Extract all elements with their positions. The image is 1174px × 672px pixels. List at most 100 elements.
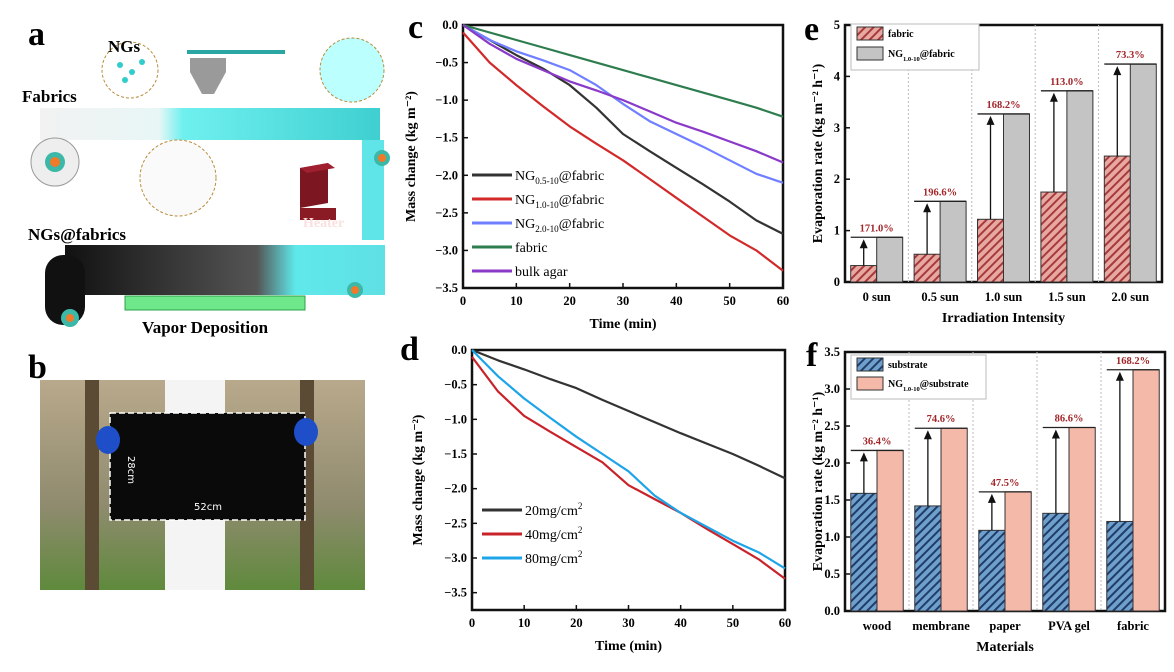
fabrics-label: Fabrics <box>22 87 77 106</box>
width-label: 52cm <box>194 502 222 513</box>
x-category-label: PVA gel <box>1048 619 1090 633</box>
y-tick-label: −2.5 <box>444 516 467 530</box>
arrow-head-icon <box>1113 66 1122 76</box>
arrow-head-icon <box>1115 371 1124 381</box>
panel-a-illustration: a NGs Fabrics Heater NGs@fabrics Vapor D… <box>22 16 390 337</box>
panel-letter-c: c <box>408 9 423 46</box>
x-axis-label: Time (min) <box>595 639 662 654</box>
arrow-head-icon <box>1049 92 1058 102</box>
legend-label: 80mg/cm2 <box>525 549 583 567</box>
series-line-bulk-agar <box>462 24 784 164</box>
increase-percent-label: 113.0% <box>1050 77 1084 88</box>
y-tick-label: 1 <box>834 224 840 238</box>
x-tick-label: 30 <box>617 294 630 308</box>
plot-frame <box>470 348 787 612</box>
bar-NG1-0-10-fabric <box>876 236 904 283</box>
ngs-label: NGs <box>108 37 141 56</box>
legend-swatch <box>856 376 884 391</box>
bar-substrate <box>1106 520 1134 612</box>
legend-swatch <box>856 46 884 61</box>
bar-NG1-0-10-fabric <box>939 200 967 283</box>
x-tick-label: 20 <box>570 616 583 630</box>
x-tick-label: 30 <box>622 616 635 630</box>
bar-NG1-0-10-substrate <box>1068 426 1096 612</box>
chart-panel-c: c 0.0 −0.5 −1.0 −1.5 −2.0 −2.5 −3.0 −3.5 Time (mi… <box>404 9 789 332</box>
series-line-40mg-cm2 <box>471 356 786 580</box>
x-axis-label: Irradiation Intensity <box>942 311 1065 326</box>
y-tick-label: 3.0 <box>824 382 840 396</box>
arrow-head-icon <box>923 430 932 440</box>
legend-label: 40mg/cm2 <box>525 525 583 543</box>
legend-swatch <box>856 26 884 41</box>
arrow-head-icon <box>1051 429 1060 439</box>
x-category-label: 1.5 sun <box>1048 290 1086 304</box>
legend-label: NG0.5-10@fabric <box>515 169 604 186</box>
heater-label: Heater <box>303 216 344 231</box>
legend-label: bulk agar <box>515 265 568 280</box>
x-tick-label: 40 <box>674 616 687 630</box>
x-tick-label: 50 <box>723 294 736 308</box>
series-line-NG0-5-10-fabric <box>462 24 784 235</box>
x-category-label: 2.0 sun <box>1112 290 1150 304</box>
bar-NG1-0-10-fabric <box>1129 63 1157 283</box>
increase-percent-label: 168.2% <box>1116 356 1150 367</box>
x-category-label: wood <box>863 619 892 633</box>
x-tick-label: 20 <box>563 294 576 308</box>
series-line-NG2-0-10-fabric <box>462 24 784 184</box>
y-tick-label: −3.0 <box>435 243 458 257</box>
y-tick-label: 0.0 <box>442 18 458 32</box>
x-tick-label: 0 <box>469 616 475 630</box>
y-tick-label: −2.0 <box>435 168 458 182</box>
bar-substrate <box>1042 512 1070 612</box>
increase-percent-label: 73.3% <box>1116 50 1145 61</box>
x-tick-label: 60 <box>777 294 790 308</box>
vapor-source-tray <box>124 295 306 311</box>
legend-label: 20mg/cm2 <box>525 501 583 519</box>
coated-fiber-zoom <box>319 37 385 103</box>
increase-percent-label: 86.6% <box>1055 413 1084 424</box>
y-axis-label: Evaporation rate (kg m⁻² h⁻¹) <box>811 391 826 571</box>
legend-label: NG1.0-10@fabric <box>515 193 604 210</box>
y-tick-label: 5 <box>834 18 840 32</box>
arrow-head-icon <box>859 239 868 249</box>
bar-NG1-0-10-fabric <box>1003 113 1030 283</box>
heater-box-icon <box>300 208 336 220</box>
vapor-deposition-label: Vapor Deposition <box>142 318 269 337</box>
x-category-label: 0 sun <box>863 290 891 304</box>
y-tick-label: 1.5 <box>824 493 840 507</box>
legend-label: NG1.0-10@fabric <box>888 49 955 63</box>
y-tick-label: 3 <box>834 121 840 135</box>
bar-NG1-0-10-fabric <box>1066 90 1094 283</box>
legend-label: substrate <box>888 360 928 371</box>
coated-fabric-belt <box>65 245 385 295</box>
y-tick-label: 0.5 <box>824 567 840 581</box>
bar-fabric <box>1040 191 1068 283</box>
arrow-head-icon <box>859 452 868 462</box>
x-tick-label: 60 <box>779 616 792 630</box>
x-category-label: 1.0 sun <box>985 290 1023 304</box>
y-tick-label: 0 <box>834 275 840 289</box>
panel-letter-e: e <box>804 11 819 48</box>
plot-frame <box>461 23 785 290</box>
panel-b-photo: b 28cm 52cm <box>28 349 365 590</box>
y-tick-label: −0.5 <box>435 56 458 70</box>
y-tick-label: −1.5 <box>435 131 458 145</box>
ngs-fabrics-label: NGs@fabrics <box>28 225 126 244</box>
panel-letter-f: f <box>806 337 818 374</box>
x-tick-label: 50 <box>727 616 740 630</box>
height-label: 28cm <box>125 456 136 484</box>
legend-label: fabric <box>888 29 914 40</box>
panel-letter-d: d <box>400 331 419 368</box>
bar-fabric <box>913 253 941 283</box>
fabric-belt-top <box>40 108 380 140</box>
y-tick-label: 2.5 <box>824 419 840 433</box>
chart-panel-d: d 0.0 −0.5 −1.0 −1.5 −2.0 −2.5 −3.0 −3.5 Time (mi… <box>400 331 791 654</box>
y-tick-label: −3.5 <box>435 281 458 295</box>
arrow-head-icon <box>986 115 995 125</box>
y-tick-label: 0.0 <box>451 343 467 357</box>
panel-letter-b: b <box>28 349 47 386</box>
bar-substrate <box>978 529 1006 612</box>
x-axis-label: Materials <box>976 640 1034 655</box>
y-tick-label: −1.5 <box>444 447 467 461</box>
arrow-head-icon <box>987 493 996 503</box>
